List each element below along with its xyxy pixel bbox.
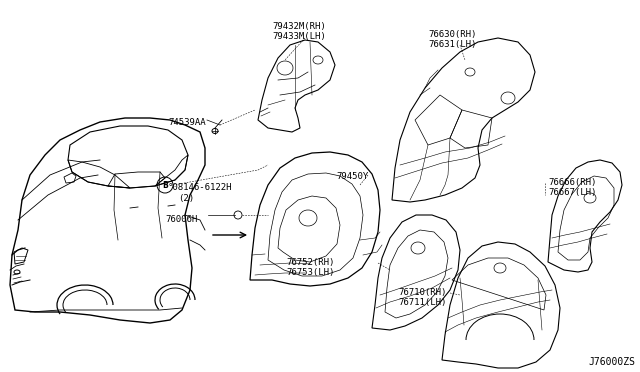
Text: B: B — [162, 180, 168, 189]
Text: J76000ZS: J76000ZS — [588, 357, 635, 367]
Text: 79432M(RH): 79432M(RH) — [272, 22, 326, 31]
Text: 76753(LH): 76753(LH) — [286, 268, 334, 277]
Text: 79433M(LH): 79433M(LH) — [272, 32, 326, 41]
Text: 76711(LH): 76711(LH) — [398, 298, 446, 307]
Text: 76752(RH): 76752(RH) — [286, 258, 334, 267]
Text: °08146-6122H: °08146-6122H — [168, 183, 232, 192]
Text: 76667(LH): 76667(LH) — [548, 188, 596, 197]
Text: 76710(RH): 76710(RH) — [398, 288, 446, 297]
Text: 79450Y: 79450Y — [336, 172, 368, 181]
Text: 76666(RH): 76666(RH) — [548, 178, 596, 187]
Text: (2): (2) — [178, 194, 194, 203]
Text: 76631(LH): 76631(LH) — [428, 40, 476, 49]
Text: 76630(RH): 76630(RH) — [428, 30, 476, 39]
Text: 76006H: 76006H — [165, 215, 197, 224]
Text: 74539AA: 74539AA — [168, 118, 205, 127]
